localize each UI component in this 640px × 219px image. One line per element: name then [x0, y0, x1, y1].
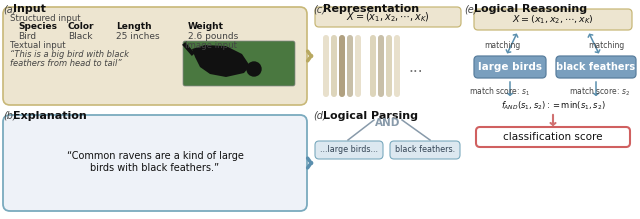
- Text: (a): (a): [3, 4, 17, 14]
- Text: feathers from head to tail”: feathers from head to tail”: [10, 59, 122, 68]
- FancyBboxPatch shape: [378, 35, 384, 97]
- Text: ...large birds...: ...large birds...: [320, 145, 378, 154]
- Text: (d): (d): [313, 111, 327, 121]
- Text: matching: matching: [588, 41, 624, 50]
- FancyBboxPatch shape: [3, 7, 307, 105]
- FancyBboxPatch shape: [183, 41, 295, 86]
- Text: Representation: Representation: [323, 4, 419, 14]
- Text: “Common ravens are a kind of large: “Common ravens are a kind of large: [67, 151, 243, 161]
- FancyBboxPatch shape: [390, 141, 460, 159]
- FancyBboxPatch shape: [339, 35, 345, 97]
- Text: Explanation: Explanation: [13, 111, 87, 121]
- FancyBboxPatch shape: [386, 35, 392, 97]
- Text: ...: ...: [408, 60, 422, 74]
- Text: Textual input: Textual input: [10, 41, 66, 50]
- Text: (e): (e): [464, 4, 477, 14]
- Text: (c): (c): [313, 4, 326, 14]
- Text: Length: Length: [116, 22, 152, 31]
- Text: Black: Black: [68, 32, 93, 41]
- FancyBboxPatch shape: [323, 35, 329, 97]
- Text: AND: AND: [375, 118, 401, 128]
- Circle shape: [247, 62, 261, 76]
- FancyBboxPatch shape: [370, 35, 376, 97]
- FancyBboxPatch shape: [315, 141, 383, 159]
- Text: Image input: Image input: [185, 41, 237, 50]
- Text: (b): (b): [3, 111, 17, 121]
- FancyBboxPatch shape: [476, 127, 630, 147]
- Text: 25 inches: 25 inches: [116, 32, 159, 41]
- Text: $f_{AND}(s_1, s_2) := \min(s_1, s_2)$: $f_{AND}(s_1, s_2) := \min(s_1, s_2)$: [500, 99, 605, 111]
- FancyBboxPatch shape: [347, 35, 353, 97]
- Text: “This is a big bird with black: “This is a big bird with black: [10, 50, 129, 59]
- Text: matching: matching: [484, 41, 520, 50]
- Text: Weight: Weight: [188, 22, 224, 31]
- FancyBboxPatch shape: [394, 35, 400, 97]
- Text: classification score: classification score: [503, 132, 603, 142]
- Text: black feathers.: black feathers.: [395, 145, 455, 154]
- Text: $X = (x_1, x_2, \cdots, x_K)$: $X = (x_1, x_2, \cdots, x_K)$: [512, 13, 594, 26]
- Text: Logical Parsing: Logical Parsing: [323, 111, 418, 121]
- Text: Color: Color: [68, 22, 95, 31]
- Text: match score: $s_2$: match score: $s_2$: [570, 86, 630, 99]
- Text: match score: $s_1$: match score: $s_1$: [470, 86, 531, 99]
- Text: birds with black feathers.”: birds with black feathers.”: [90, 163, 220, 173]
- Polygon shape: [192, 45, 250, 77]
- FancyBboxPatch shape: [315, 7, 461, 27]
- FancyBboxPatch shape: [474, 9, 632, 30]
- Text: black feathers: black feathers: [556, 62, 636, 72]
- Text: Logical Reasoning: Logical Reasoning: [474, 4, 587, 14]
- Text: Input: Input: [13, 4, 46, 14]
- Text: $X = (x_1, x_2, \cdots, x_K)$: $X = (x_1, x_2, \cdots, x_K)$: [346, 10, 430, 24]
- FancyBboxPatch shape: [331, 35, 337, 97]
- FancyBboxPatch shape: [3, 115, 307, 211]
- Text: Species: Species: [18, 22, 57, 31]
- Text: large birds: large birds: [478, 62, 542, 72]
- Text: Bird: Bird: [18, 32, 36, 41]
- Text: Structured input: Structured input: [10, 14, 81, 23]
- Text: 2.6 pounds: 2.6 pounds: [188, 32, 238, 41]
- FancyBboxPatch shape: [355, 35, 361, 97]
- FancyBboxPatch shape: [474, 56, 546, 78]
- FancyBboxPatch shape: [556, 56, 636, 78]
